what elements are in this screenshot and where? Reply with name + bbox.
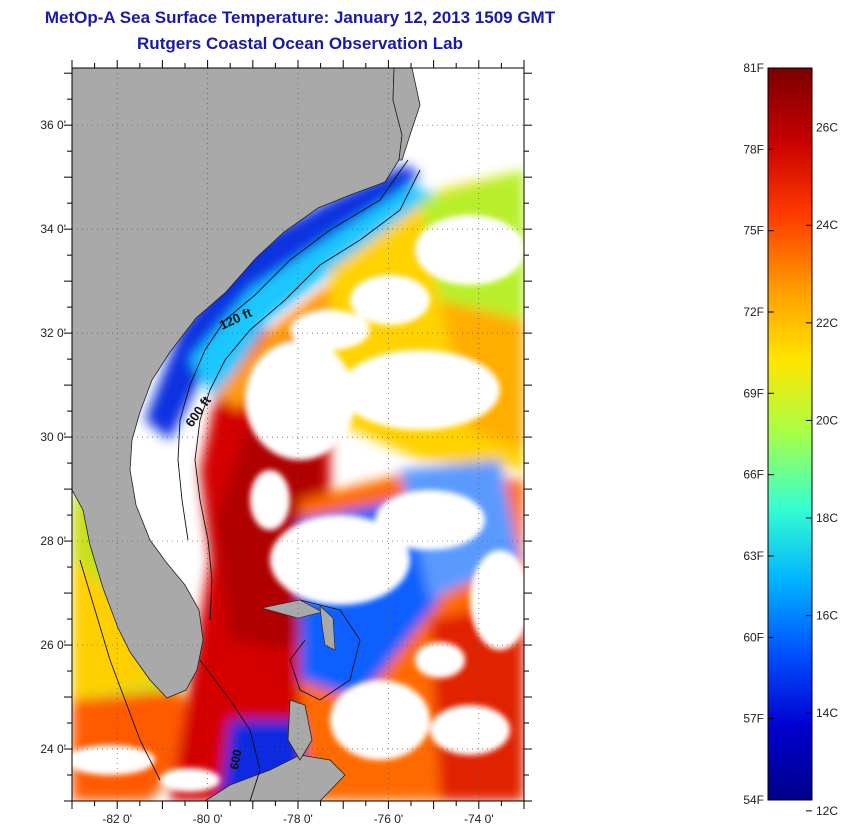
colorbar-c-label: 20C: [816, 413, 838, 427]
lat-tick-label: 24 0': [40, 742, 66, 756]
lat-tick-label: 30 0': [40, 430, 66, 444]
contour-bahamas: [289, 599, 361, 701]
contour-120ft: [177, 159, 409, 541]
colorbar-labels: 81F 78F 75F 72F 69F 66F 63F 60F 57F 54F 26C 24C 22C 2…: [743, 61, 838, 818]
lon-tick-label: -76 0': [374, 812, 404, 826]
colorbar: [767, 67, 813, 801]
colorbar-f-label: 54F: [743, 793, 764, 807]
colorbar-f-label: 57F: [743, 712, 764, 726]
lat-tick-label: 28 0': [40, 534, 66, 548]
map-title: MetOp-A Sea Surface Temperature: January…: [44, 8, 556, 27]
colorbar-f-label: 75F: [743, 224, 764, 238]
map-area[interactable]: 120 ft 600 ft 600: [65, 68, 530, 801]
lon-tick-label: -82 0': [102, 812, 132, 826]
contour-gulf: [79, 559, 161, 781]
us-mainland: [72, 68, 403, 699]
colorbar-f-label: 69F: [743, 386, 764, 400]
cuba: [204, 754, 346, 801]
lat-tick-label: 32 0': [40, 326, 66, 340]
colorbar-c-label: 24C: [816, 218, 838, 232]
andros-island: [287, 699, 313, 761]
colorbar-c-label: 12C: [816, 804, 838, 818]
colorbar-f-label: 60F: [743, 630, 764, 644]
colorbar-c-label: 18C: [816, 511, 838, 525]
lon-tick-label: -80 0': [193, 812, 223, 826]
contour-south: [199, 659, 261, 801]
map-subtitle: Rutgers Coastal Ocean Observation Lab: [137, 34, 463, 53]
contour-600ft: [194, 169, 421, 621]
lon-tick-label: -78 0': [283, 812, 313, 826]
outer-banks: [392, 68, 421, 161]
axis-tick-labels: 36 0' 34 0' 32 0' 30 0' 28 0' 26 0' 24 0' -82 0…: [40, 118, 493, 826]
lat-tick-label: 36 0': [40, 118, 66, 132]
colorbar-c-label: 14C: [816, 706, 838, 720]
lat-tick-label: 34 0': [40, 222, 66, 236]
contour-label-600-south: 600: [227, 748, 244, 770]
abaco: [319, 605, 336, 651]
bathymetry-contours: [79, 159, 421, 801]
lat-tick-label: 26 0': [40, 638, 66, 652]
colorbar-c-label: 16C: [816, 609, 838, 623]
colorbar-f-label: 63F: [743, 549, 764, 563]
graticule: [72, 68, 524, 801]
axis-ticks: [64, 60, 532, 809]
colorbar-f-label: 81F: [743, 61, 764, 75]
colorbar-c-label: 26C: [816, 121, 838, 135]
colorbar-ticks: [768, 67, 812, 812]
cloud-mask: [72, 215, 524, 792]
colorbar-f-label: 66F: [743, 468, 764, 482]
colorbar-c-label: 22C: [816, 316, 838, 330]
colorbar-f-label: 72F: [743, 305, 764, 319]
colorbar-f-label: 78F: [743, 142, 764, 156]
lon-tick-label: -74 0': [464, 812, 494, 826]
